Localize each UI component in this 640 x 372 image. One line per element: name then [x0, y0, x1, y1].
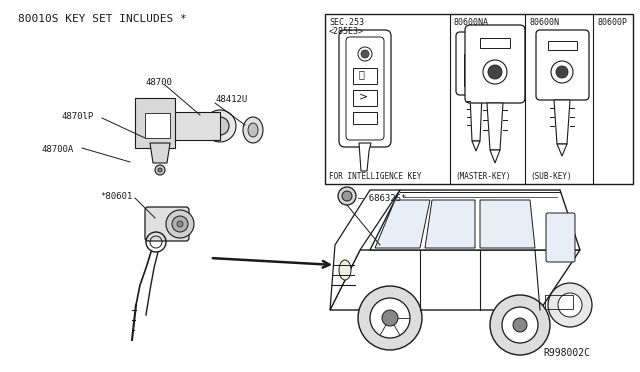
Polygon shape [145, 113, 170, 138]
FancyBboxPatch shape [456, 32, 496, 95]
Polygon shape [370, 190, 580, 250]
Ellipse shape [211, 117, 229, 135]
Text: 80010S KEY SET INCLUDES *: 80010S KEY SET INCLUDES * [18, 14, 187, 24]
Text: 80600N: 80600N [530, 18, 560, 27]
Text: R998002C: R998002C [543, 348, 590, 358]
Text: 🔒: 🔒 [359, 69, 365, 79]
Text: >: > [359, 91, 368, 101]
FancyBboxPatch shape [145, 207, 189, 241]
Text: 80600P: 80600P [598, 18, 628, 27]
Polygon shape [425, 200, 475, 248]
Bar [545, 295, 573, 309]
Polygon shape [557, 144, 567, 156]
Circle shape [488, 65, 502, 79]
Polygon shape [472, 141, 480, 151]
Circle shape [548, 283, 592, 327]
Circle shape [177, 221, 183, 227]
FancyBboxPatch shape [339, 30, 391, 147]
Text: 48412U: 48412U [215, 95, 247, 104]
Circle shape [502, 307, 538, 343]
Polygon shape [359, 143, 371, 171]
Circle shape [172, 216, 188, 232]
Text: 4870lP: 4870lP [62, 112, 94, 121]
Ellipse shape [204, 110, 236, 142]
Circle shape [490, 295, 550, 355]
Circle shape [361, 50, 369, 58]
Polygon shape [330, 250, 580, 310]
Text: FOR INTELLIGENCE KEY: FOR INTELLIGENCE KEY [329, 172, 422, 181]
FancyBboxPatch shape [536, 30, 589, 100]
Polygon shape [490, 150, 500, 163]
Polygon shape [135, 98, 175, 148]
Bar [353, 112, 377, 124]
Ellipse shape [339, 260, 351, 280]
FancyBboxPatch shape [546, 213, 575, 262]
Ellipse shape [243, 117, 263, 143]
Text: — 68632S*: — 68632S* [358, 193, 406, 202]
Text: *80601: *80601 [100, 192, 132, 201]
FancyBboxPatch shape [465, 25, 525, 103]
Bar [165, 112, 220, 140]
Bar [548, 41, 577, 50]
Bar [353, 90, 377, 106]
Circle shape [166, 210, 194, 238]
Circle shape [472, 40, 480, 48]
Polygon shape [375, 200, 430, 248]
Bar [325, 14, 633, 184]
Text: (SUB-KEY): (SUB-KEY) [530, 172, 572, 181]
Polygon shape [554, 100, 570, 144]
Polygon shape [150, 143, 170, 163]
Polygon shape [480, 200, 535, 248]
Circle shape [513, 318, 527, 332]
Text: SEC.253: SEC.253 [329, 18, 364, 27]
Text: (MASTER-KEY): (MASTER-KEY) [455, 172, 511, 181]
Polygon shape [487, 103, 503, 150]
Circle shape [358, 286, 422, 350]
Circle shape [382, 310, 398, 326]
Text: 80600NA: 80600NA [453, 18, 488, 27]
Circle shape [342, 191, 352, 201]
Circle shape [338, 187, 356, 205]
Ellipse shape [248, 123, 258, 137]
Text: 48700A: 48700A [42, 145, 74, 154]
Circle shape [155, 165, 165, 175]
Circle shape [158, 168, 162, 172]
Text: 48700: 48700 [145, 78, 172, 87]
Bar [464, 54, 488, 86]
Circle shape [556, 66, 568, 78]
Bar [480, 38, 510, 48]
Polygon shape [330, 190, 400, 310]
Text: <285E3>: <285E3> [329, 27, 364, 36]
Bar [353, 68, 377, 84]
Polygon shape [470, 95, 482, 141]
Circle shape [370, 298, 410, 338]
Circle shape [558, 293, 582, 317]
